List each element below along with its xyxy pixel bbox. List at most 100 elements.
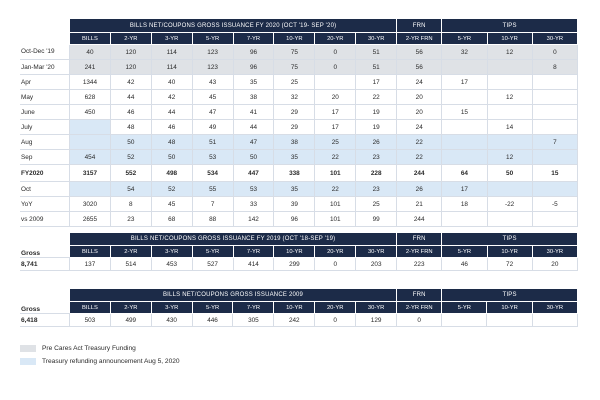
value-cell: 101: [314, 196, 357, 212]
table-row: Jan-Mar '20 241 120 114 123 96 75 0 51 56 8: [20, 59, 579, 75]
value-cell: 40: [69, 44, 111, 60]
value-cell: [441, 149, 488, 165]
value-cell: [531, 74, 579, 90]
value-cell: 499: [109, 313, 152, 327]
table-row: Aug 50 48 51 47 38 25 26 22 7: [20, 134, 579, 150]
value-cell: 123: [191, 59, 234, 75]
value-cell: [441, 89, 488, 105]
value-cell: 32: [273, 89, 316, 105]
value-cell: [486, 104, 533, 120]
value-cell: 120: [109, 44, 152, 60]
value-cell: 96: [232, 44, 275, 60]
column-header: 7-YR: [232, 32, 275, 45]
row-label: Oct: [20, 181, 70, 197]
column-header: BILLS: [68, 301, 111, 314]
column-header: 10-YR: [486, 301, 533, 314]
value-cell: 242: [273, 313, 316, 327]
column-header: 3-YR: [150, 301, 193, 314]
value-cell: 8: [531, 59, 579, 75]
value-cell: 38: [232, 89, 275, 105]
value-cell: 50: [150, 149, 193, 165]
value-cell: 299: [273, 257, 316, 271]
column-header: 5-YR: [191, 32, 234, 45]
column-header: 3-YR: [150, 32, 193, 45]
value-cell: 0: [314, 59, 357, 75]
value-cell: [531, 149, 579, 165]
value-cell: 305: [232, 313, 275, 327]
column-header: 5-YR: [441, 245, 488, 258]
legend-label: Pre Cares Act Treasury Funding: [42, 345, 136, 352]
table-row: Apr 1344 42 40 43 35 25 17 24 17: [20, 74, 579, 90]
value-cell: 48: [109, 119, 152, 135]
value-cell: 46: [441, 257, 488, 271]
column-header: 30-YR: [531, 301, 579, 314]
row-label: Oct-Dec '19: [20, 44, 70, 60]
value-cell: [69, 134, 111, 150]
corner-cell: Gross: [20, 232, 70, 258]
value-cell: 0: [396, 313, 443, 327]
value-cell: 50: [232, 149, 275, 165]
value-cell: 12: [486, 44, 533, 60]
value-cell: 114: [150, 44, 193, 60]
value-cell: 450: [69, 104, 111, 120]
value-cell: 45: [150, 196, 193, 212]
value-cell: [69, 181, 111, 197]
column-header: 10-YR: [486, 245, 533, 258]
table-row: Oct-Dec '19 40 120 114 123 96 75 0 51 56 32 12 0: [20, 44, 579, 60]
value-cell: [531, 181, 579, 197]
value-cell: 22: [396, 149, 443, 165]
row-label: July: [20, 119, 70, 135]
row-label: Jan-Mar '20: [20, 59, 70, 75]
value-cell: 628: [69, 89, 111, 105]
issuance-table-fy2019: Gross BILLS NET/COUPONS GROSS ISSUANCE FY…: [20, 232, 579, 271]
value-cell: 49: [191, 119, 234, 135]
row-label: FY2020: [20, 164, 70, 182]
value-cell: 3020: [69, 196, 111, 212]
value-cell: 20: [396, 104, 443, 120]
value-cell: 241: [69, 59, 111, 75]
value-cell: 45: [191, 89, 234, 105]
value-cell: 120: [109, 59, 152, 75]
column-header: BILLS: [69, 32, 111, 45]
value-cell: -22: [486, 196, 533, 212]
value-cell: [531, 313, 579, 327]
value-cell: 26: [396, 181, 443, 197]
value-cell: 0: [531, 44, 579, 60]
value-cell: 22: [355, 89, 398, 105]
value-cell: [441, 313, 488, 327]
value-cell: 0: [314, 257, 357, 271]
value-cell: 19: [355, 119, 398, 135]
value-cell: [486, 59, 533, 75]
value-cell: [486, 181, 533, 197]
value-cell: 20: [314, 89, 357, 105]
value-cell: 48: [150, 134, 193, 150]
value-cell: 503: [68, 313, 111, 327]
table-title: BILLS NET/COUPONS GROSS ISSUANCE FY 2019…: [68, 232, 398, 246]
value-cell: [441, 134, 488, 150]
tips-group-header: TIPS: [441, 18, 578, 33]
column-header: 30-YR: [531, 245, 579, 258]
value-cell: 12: [486, 149, 533, 165]
column-header: 5-YR: [441, 32, 488, 45]
value-cell: 51: [191, 134, 234, 150]
value-cell: 23: [109, 211, 152, 227]
value-cell: 75: [273, 59, 316, 75]
frn-group-header: FRN: [396, 288, 443, 302]
value-cell: 453: [150, 257, 193, 271]
value-cell: [441, 59, 488, 75]
header-group-row: BILLS NET/COUPONS GROSS ISSUANCE FY 2020…: [20, 18, 578, 45]
column-header: 20-YR: [314, 245, 357, 258]
table-row: vs 2009 2655 23 68 88 142 96 101 99 244: [20, 211, 579, 227]
value-cell: 203: [355, 257, 398, 271]
row-label: June: [20, 104, 70, 120]
value-cell: 96: [273, 211, 316, 227]
row-label: Apr: [20, 74, 70, 90]
value-cell: 552: [109, 164, 152, 182]
value-cell: 17: [355, 74, 398, 90]
value-cell: 3157: [69, 164, 111, 182]
tips-group-header: TIPS: [441, 288, 578, 302]
value-cell: 22: [314, 181, 357, 197]
value-cell: 101: [314, 211, 357, 227]
column-header: 10-YR: [486, 32, 533, 45]
value-cell: 101: [314, 164, 357, 182]
